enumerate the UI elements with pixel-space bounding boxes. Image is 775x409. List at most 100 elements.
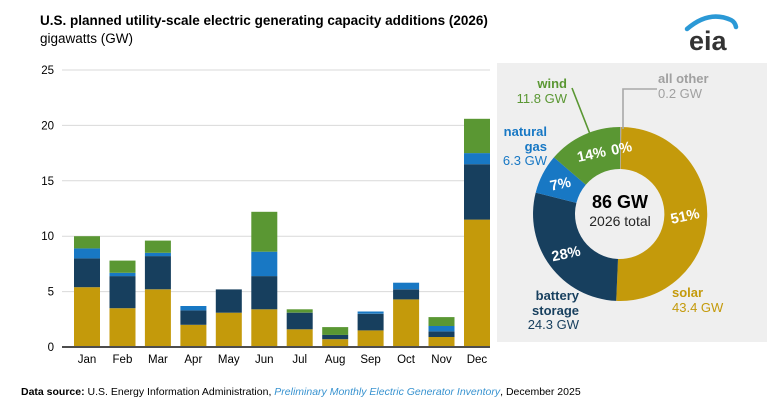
bar-oct-solar [393, 299, 420, 347]
bar-nov-battery-storage [428, 331, 455, 337]
x-axis-label-dec: Dec [467, 354, 488, 366]
bar-may-battery-storage [215, 289, 242, 313]
x-axis-label-aug: Aug [325, 354, 345, 366]
y-axis-tick-5: 5 [48, 287, 54, 299]
solar-value: 43.4 GW [672, 299, 724, 315]
wind-callout-line [571, 87, 591, 135]
natural-gas-value: 6.3 GW [502, 153, 547, 168]
eia-logo-swoosh-icon [684, 14, 739, 32]
bar-dec-wind [464, 118, 490, 154]
bar-jan-solar [74, 287, 100, 347]
bar-dec-natural-gas [464, 153, 490, 165]
bar-apr-natural-gas [180, 306, 207, 311]
bar-nov-wind [428, 317, 455, 326]
bar-nov-solar [428, 337, 455, 347]
bar-aug-battery-storage [322, 334, 349, 340]
bar-mar-battery-storage [144, 256, 171, 290]
page-title: U.S. planned utility-scale electric gene… [40, 13, 488, 28]
bar-jan-battery-storage [74, 258, 100, 288]
wind-value: 11.8 GW [516, 90, 567, 106]
data-source-link[interactable]: Preliminary Monthly Electric Generator I… [274, 386, 501, 398]
bar-apr-solar [180, 324, 207, 347]
donut-slice-wind [553, 127, 620, 185]
x-axis-label-jan: Jan [78, 354, 97, 366]
bar-feb-battery-storage [109, 276, 136, 309]
donut-pct-label-natural-gas: 7% [549, 175, 573, 195]
bar-dec-solar [464, 219, 490, 347]
bar-jan-wind [74, 236, 100, 249]
donut-pct-label-battery-storage: 28% [550, 244, 582, 266]
monthly-additions-bar-chart: 0 5 10 15 20 25 Jan Feb Mar Apr May Jun Jul Aug Sep Oct… [41, 65, 490, 366]
bar-sep-solar [357, 330, 384, 347]
x-axis-label-jul: Jul [292, 354, 307, 366]
bar-aug-wind [322, 327, 349, 335]
battery-label-line2: storage [532, 302, 579, 318]
page-subtitle: gigawatts (GW) [40, 31, 134, 46]
donut-label-solar: solar 43.4 GW [672, 285, 762, 315]
data-source-suffix: , December 2025 [500, 386, 581, 398]
natural-gas-label-line2: gas [524, 138, 547, 154]
bar-jun-solar [251, 309, 278, 347]
wind-label: wind [537, 76, 567, 91]
bar-feb-wind [109, 260, 136, 273]
x-axis-label-may: May [218, 354, 240, 366]
data-source-text: U.S. Energy Information Administration, [84, 386, 275, 398]
bar-feb-solar [109, 308, 136, 347]
bar-jun-battery-storage [251, 276, 278, 310]
bar-sep-natural-gas [357, 311, 384, 314]
donut-slice-solar [616, 127, 708, 301]
solar-label: solar [672, 285, 704, 300]
data-source-label: Data source: [21, 386, 85, 398]
battery-label-line1: battery [535, 288, 579, 303]
all-other-label: all other [658, 71, 709, 86]
donut-slice-battery-storage [533, 192, 618, 301]
donut-label-battery-storage: battery storage 24.3 GW [503, 288, 579, 333]
eia-logo-text: eia [689, 26, 728, 56]
bar-jun-wind [251, 211, 278, 252]
bar-feb-natural-gas [109, 272, 136, 277]
bar-jun-natural-gas [251, 251, 278, 277]
total-gw: 86 GW [591, 192, 648, 212]
x-axis-label-mar: Mar [148, 354, 168, 366]
donut-center-label: 86 GW 2026 total [560, 192, 680, 230]
bar-jan-natural-gas [74, 248, 100, 259]
eia-logo: eia [684, 14, 739, 56]
x-axis-label-feb: Feb [113, 354, 133, 366]
x-axis-label-oct: Oct [397, 354, 416, 366]
bar-jul-battery-storage [286, 312, 313, 330]
all-other-callout-line [622, 88, 657, 129]
y-axis-tick-20: 20 [41, 120, 54, 132]
y-axis-tick-15: 15 [41, 176, 54, 188]
bar-mar-solar [144, 289, 171, 347]
bar-mar-wind [144, 240, 171, 253]
bar-jul-solar [286, 329, 313, 347]
donut-slice-natural-gas [535, 157, 586, 203]
natural-gas-label-line1: natural [503, 124, 547, 139]
bar-oct-battery-storage [393, 289, 420, 300]
all-other-value: 0.2 GW [658, 85, 703, 101]
donut-slice-all-other [620, 126, 622, 169]
donut-pct-label-solar: 51% [669, 206, 701, 228]
bar-oct-natural-gas [393, 282, 420, 290]
x-axis-label-nov: Nov [431, 354, 452, 366]
capacity-mix-donut-chart: 0% 51% 28% 7%14% [533, 87, 708, 301]
donut-label-wind: wind 11.8 GW [501, 76, 567, 106]
bar-may-solar [215, 312, 242, 347]
bar-aug-solar [322, 339, 349, 347]
x-axis-label-apr: Apr [184, 354, 202, 366]
donut-panel: 0% 51% 28% 7% 14% wind 11.8 GW all other 0.2… [497, 63, 767, 342]
bar-dec-battery-storage [464, 164, 490, 220]
donut-pct-label-wind: 14% [576, 144, 608, 166]
bar-nov-natural-gas [428, 325, 455, 332]
x-axis-label-jun: Jun [255, 354, 274, 366]
donut-label-all-other: all other 0.2 GW [658, 71, 748, 101]
y-axis-tick-10: 10 [41, 231, 54, 243]
bar-sep-battery-storage [357, 313, 384, 331]
data-source-note: Data source: U.S. Energy Information Adm… [21, 386, 581, 398]
bar-jul-wind [286, 309, 313, 313]
bar-apr-battery-storage [180, 310, 207, 325]
battery-value: 24.3 GW [527, 317, 579, 332]
donut-pct-label-all-other: 0% [610, 139, 634, 159]
donut-label-natural-gas: natural gas 6.3 GW [497, 124, 547, 169]
